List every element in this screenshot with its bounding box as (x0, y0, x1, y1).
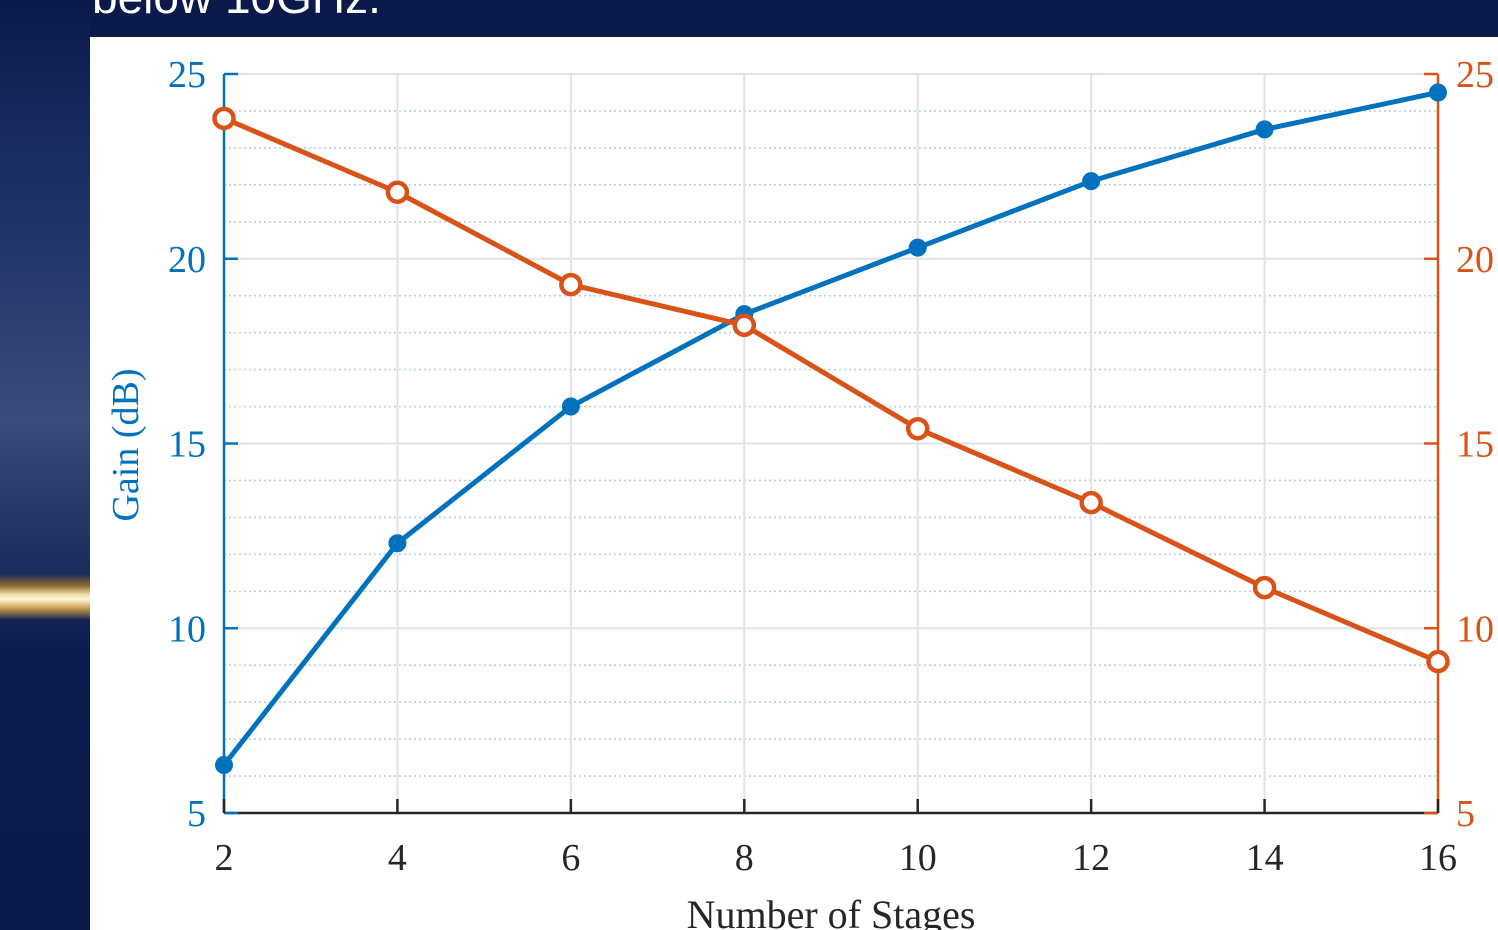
x-axis-label: Number of Stages (687, 892, 976, 930)
series-layer (212, 83, 1450, 774)
series-1-point (908, 238, 927, 257)
series-1-point (561, 397, 580, 416)
axes (222, 72, 1440, 815)
y-tick-label-right: 20 (1456, 239, 1494, 281)
y-tick-label-left: 15 (168, 424, 206, 466)
y-tick-label-right: 10 (1456, 608, 1494, 650)
slide-decoration-strip (0, 0, 90, 930)
series-2-point (905, 416, 930, 441)
x-tick-label: 2 (215, 837, 234, 879)
slide-light-glow (0, 574, 90, 620)
series-1-point (1255, 120, 1274, 139)
series-2-point (559, 272, 583, 297)
y-tick-label-right: 5 (1456, 793, 1475, 835)
y-axis-label-left: Gain (dB) (105, 368, 147, 521)
series-2-point (1426, 649, 1450, 674)
y-tick-label-left: 20 (168, 239, 206, 281)
x-tick-label: 6 (561, 837, 580, 879)
y-tick-label-left: 5 (187, 793, 206, 835)
series-2-point (732, 313, 757, 338)
y-tick-label-right: 15 (1456, 424, 1494, 466)
series-line-2 (223, 116, 1439, 664)
x-tick-label: 4 (388, 837, 407, 879)
series-2-point (212, 106, 236, 131)
tick-labels: 5 10 15 20 25 5 10 15 20 25 2 4 6 8 10 12 14 16 (168, 54, 1494, 879)
series-1-point (388, 534, 407, 553)
plot-panel (90, 37, 1498, 930)
series-line-1 (222, 90, 1439, 767)
x-tick-label: 12 (1072, 837, 1110, 879)
series-2-point (1252, 575, 1277, 600)
series-2-point (385, 180, 410, 204)
y-tick-label-right: 25 (1456, 54, 1494, 96)
x-tick-label: 14 (1246, 837, 1284, 879)
series-1-point (1429, 83, 1447, 102)
x-tick-label: 10 (899, 837, 937, 879)
y-tick-label-left: 25 (168, 54, 206, 96)
series-1-point (1082, 172, 1101, 191)
x-tick-label: 16 (1419, 837, 1457, 879)
series-2-point (1079, 490, 1103, 515)
slide-heading: below 10GHz. (92, 0, 381, 24)
x-tick-label: 8 (735, 837, 754, 879)
series-1-point (215, 755, 233, 774)
y-tick-label-left: 10 (168, 608, 206, 650)
